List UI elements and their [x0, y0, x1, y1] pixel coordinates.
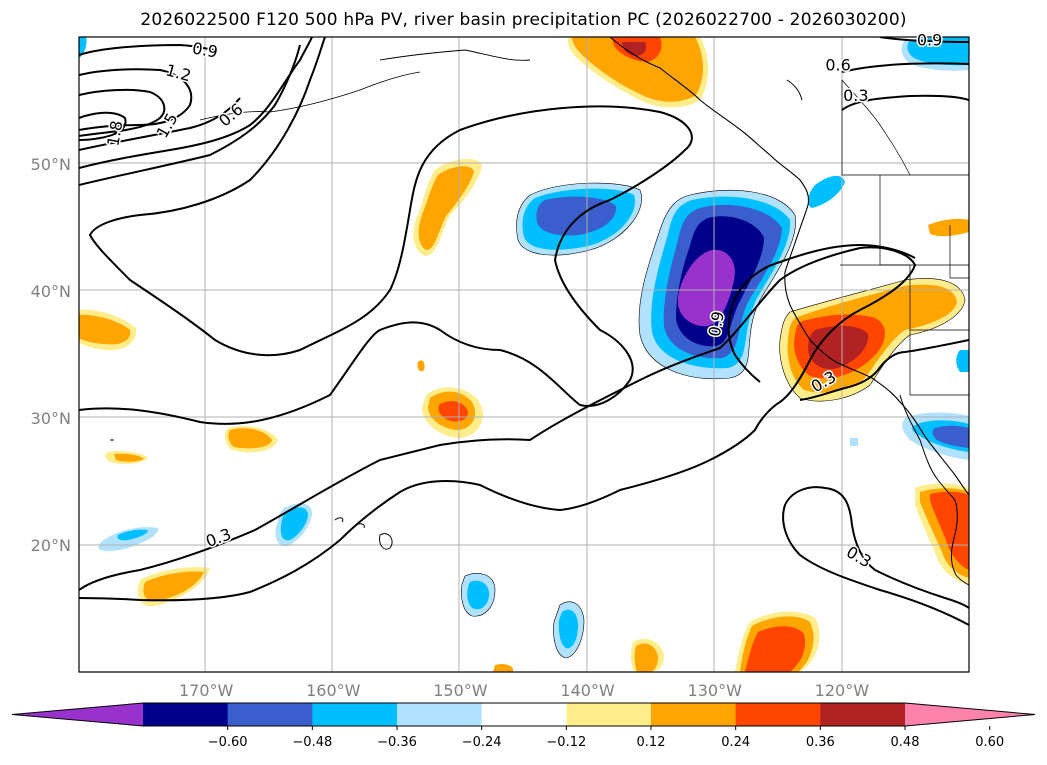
map-frame — [78, 36, 970, 673]
contour-0.6-northeast — [841, 62, 969, 73]
colorbar-segment — [820, 703, 906, 726]
contour-label: 1.8 — [103, 119, 126, 147]
colorbar-segment — [481, 703, 567, 726]
lon-label-140: 140°W — [560, 681, 615, 700]
contour-0.3-north — [79, 37, 693, 425]
colorbar-tick-label: −0.36 — [377, 735, 417, 750]
contour-0.9-northeast — [879, 37, 969, 43]
colorbar-segment — [312, 703, 398, 726]
lat-label-40: 40°N — [31, 282, 71, 301]
coastlines — [110, 37, 969, 586]
colorbar-segment — [651, 703, 737, 726]
colorbar-outline — [11, 702, 1036, 727]
colorbar-tick-label: 0.12 — [637, 735, 666, 750]
colorbar-segment — [566, 703, 652, 726]
lon-label-170: 170°W — [179, 681, 234, 700]
lon-label-120: 120°W — [815, 681, 870, 700]
gridlines — [79, 37, 969, 672]
contour-0.9-offshore — [727, 243, 916, 383]
contour-0.6-northwest — [79, 37, 313, 169]
colorbar-tick-label: −0.48 — [292, 735, 332, 750]
contour-0.3-northeast — [841, 94, 969, 111]
contour-0.6b — [79, 44, 301, 186]
colorbar-tick-label: 0.36 — [806, 735, 835, 750]
lon-label-130: 130°W — [688, 681, 743, 700]
contour-0.3-south — [79, 246, 917, 602]
lat-label-30: 30°N — [31, 409, 71, 428]
contour-0.9-northwest — [79, 43, 216, 56]
lat-label-20: 20°N — [31, 536, 71, 555]
colorbar-segment — [397, 703, 483, 726]
colorbar-segment — [227, 703, 313, 726]
contour-label: 0.3 — [843, 86, 868, 105]
contour-0.3-southeast — [782, 486, 969, 626]
map-area — [79, 37, 969, 672]
contour-0.9-b — [79, 97, 241, 151]
colorbar-extend-high — [905, 703, 1035, 726]
contour-label: 0.6 — [825, 56, 850, 75]
colorbar: −0.60 −0.48 −0.36 −0.24 −0.12 0.12 0.24 0.36 0.4… — [11, 702, 1036, 750]
colorbar-tick-label: 0.48 — [891, 735, 920, 750]
contour-0.3-east — [799, 339, 969, 401]
lon-label-160: 160°W — [306, 681, 361, 700]
colorbar-tick-label: −0.60 — [208, 735, 248, 750]
lon-label-150: 150°W — [433, 681, 488, 700]
colorbar-segment — [735, 703, 821, 726]
map-title: 2026022500 F120 500 hPa PV, river basin … — [140, 10, 907, 30]
colorbar-tick-label: −0.12 — [546, 735, 586, 750]
colorbar-tick-label: −0.24 — [462, 735, 502, 750]
contour-1.5 — [79, 88, 166, 137]
contour-1.8 — [79, 111, 127, 141]
pv-contours — [79, 37, 969, 626]
colorbar-segment — [143, 703, 229, 726]
contour-label: 0.9 — [917, 30, 942, 49]
colorbar-tick-label: 0.24 — [721, 735, 750, 750]
colorbar-extend-low — [12, 703, 143, 726]
colorbar-tick-label: 0.60 — [975, 735, 1004, 750]
lat-label-50: 50°N — [31, 155, 71, 174]
longitude-labels: 170°W 160°W 150°W 140°W 130°W 120°W — [179, 681, 869, 700]
contour-1.2 — [79, 68, 193, 131]
latitude-labels: 50°N 40°N 30°N 20°N — [31, 155, 71, 555]
precip-fill-layer — [79, 37, 969, 672]
